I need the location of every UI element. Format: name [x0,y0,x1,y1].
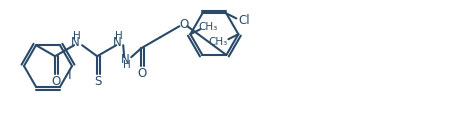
Text: O: O [179,18,188,31]
Text: N: N [120,53,129,66]
Text: O: O [138,67,147,80]
Text: CH₃: CH₃ [198,22,218,32]
Text: N: N [70,36,79,49]
Text: H: H [123,60,131,70]
Text: H: H [73,31,81,41]
Text: O: O [51,75,61,88]
Text: N: N [113,36,121,49]
Text: I: I [68,69,72,81]
Text: Cl: Cl [238,14,250,27]
Text: H: H [115,31,123,41]
Text: S: S [94,75,101,88]
Text: CH₃: CH₃ [208,37,227,47]
